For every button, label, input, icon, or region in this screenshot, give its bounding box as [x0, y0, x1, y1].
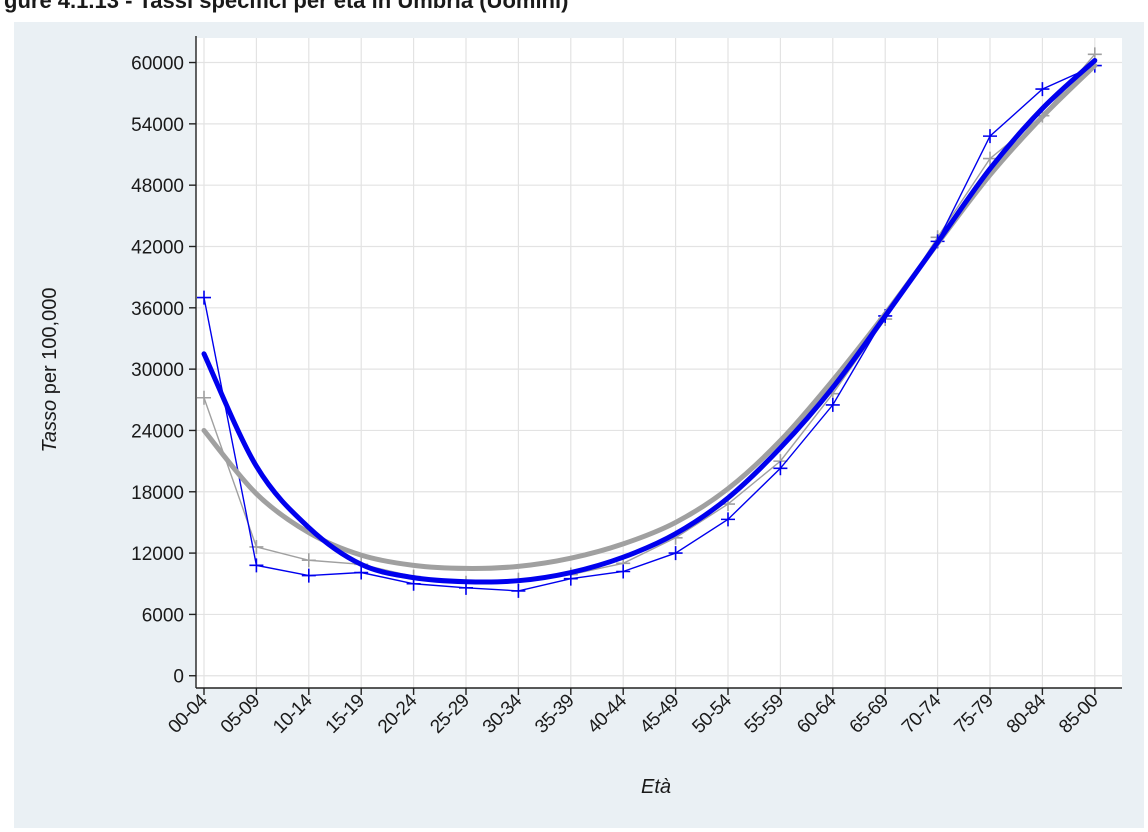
series-blue-thick-smooth [201, 57, 1098, 585]
x-tick-label: 30-34 [479, 690, 527, 738]
data-point [197, 290, 211, 305]
x-tick-label: 75-79 [950, 691, 997, 738]
data-point [1035, 82, 1050, 97]
data-point [511, 583, 526, 598]
x-axis-title: Età [641, 776, 671, 798]
plot-area [196, 38, 1122, 688]
x-tick-label: 65-69 [846, 691, 893, 738]
x-tick-label: 05-09 [217, 691, 264, 738]
chart-panel: 00-04 05-09 10-14 15-19 20-24 25-29 30-34 35-39… [14, 22, 1144, 828]
x-tick-label: 60-64 [793, 690, 841, 738]
y-tick-label: 30000 [131, 360, 184, 381]
x-tick-label: 45-49 [636, 691, 683, 738]
figure-caption: gure 4.1.13 - Tassi specifici per età in… [0, 0, 1148, 22]
y-axis-title: Tasso per 100,000 [39, 288, 61, 453]
y-tick-label: 54000 [131, 115, 184, 136]
data-point [983, 129, 997, 144]
data-point [616, 564, 631, 579]
y-tick-label: 12000 [131, 544, 184, 565]
x-tick-label: 10-14 [269, 690, 317, 738]
data-point [197, 390, 211, 405]
x-tick-label: 20-24 [374, 690, 422, 738]
line-chart: 00-04 05-09 10-14 15-19 20-24 25-29 30-34 35-39… [39, 36, 1122, 798]
data-point [825, 397, 840, 412]
y-tick-label: 0 [173, 667, 184, 688]
series-lines [197, 47, 1102, 598]
data-point [249, 558, 264, 573]
series-line [201, 57, 1098, 585]
y-tick-label: 18000 [131, 483, 184, 504]
figure-caption-text: gure 4.1.13 - Tassi specifici per età in… [4, 0, 569, 13]
y-axis-title-main: Tasso [39, 400, 61, 453]
x-tick-label: 15-19 [322, 691, 369, 738]
y-tick-labels: 0 6000 12000 18000 24000 30000 36000 42000 48000… [131, 54, 184, 688]
data-point [983, 151, 997, 166]
series-blue-thin-marker [197, 58, 1102, 598]
data-point [721, 512, 735, 527]
y-tick-label: 24000 [131, 421, 184, 442]
y-tick-label: 36000 [131, 299, 184, 320]
x-tick-label: 40-44 [584, 690, 632, 738]
y-tick-label: 42000 [131, 237, 184, 258]
x-tick-labels: 00-04 05-09 10-14 15-19 20-24 25-29 30-34 35-39… [164, 690, 1102, 738]
y-axis-title-unit: per 100,000 [39, 288, 61, 400]
data-point [249, 539, 264, 554]
x-tick-label: 55-59 [741, 691, 788, 738]
x-tick-label: 00-04 [164, 690, 212, 738]
x-tick-label: 50-54 [688, 690, 736, 738]
y-tick-label: 60000 [131, 54, 184, 75]
y-tick-label: 6000 [142, 605, 184, 626]
data-point [301, 553, 316, 568]
x-tick-label: 25-29 [426, 691, 473, 738]
data-point [668, 546, 683, 561]
x-tick-label: 80-84 [1003, 690, 1051, 738]
data-point [354, 565, 369, 580]
data-point [301, 568, 316, 583]
x-tick-label: 85-00 [1055, 691, 1102, 738]
y-tick-label: 48000 [131, 176, 184, 197]
x-tick-label: 35-39 [531, 691, 578, 738]
data-point [773, 461, 788, 476]
series-line [203, 64, 1096, 592]
axes [189, 36, 1122, 695]
x-tick-label: 70-74 [898, 690, 946, 738]
